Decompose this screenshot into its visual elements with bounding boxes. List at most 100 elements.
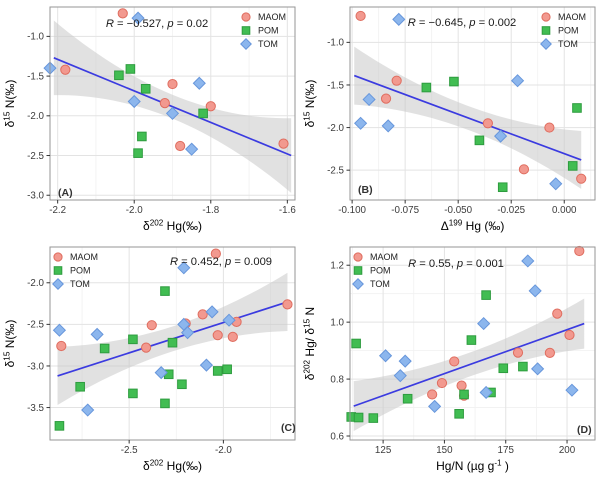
scatter-point bbox=[128, 334, 138, 345]
panel-border bbox=[349, 6, 596, 201]
scatter-point bbox=[205, 101, 216, 112]
scatter-point bbox=[497, 182, 508, 193]
scatter-point bbox=[54, 421, 65, 431]
legend-label: MAOM bbox=[70, 252, 98, 262]
x-axis-label: δ202 Hg(‰) bbox=[143, 459, 202, 474]
legend-item-maom: MAOM bbox=[241, 12, 286, 22]
series-pom bbox=[421, 76, 582, 193]
y-tick-label: -2.0 bbox=[27, 278, 44, 289]
legend-label: POM bbox=[558, 26, 579, 36]
scatter-point bbox=[146, 320, 157, 331]
scatter-point bbox=[90, 327, 104, 341]
scatter-point bbox=[175, 140, 186, 152]
scatter-point bbox=[282, 299, 293, 310]
x-tick-label: -0.050 bbox=[444, 205, 472, 216]
y-axis-label: δ202 Hg/ δ15 N bbox=[303, 307, 318, 380]
y-axis-label: δ15 N(‰) bbox=[3, 320, 18, 368]
scatter-point bbox=[518, 164, 530, 175]
scatter-point bbox=[459, 389, 469, 400]
scatter-point bbox=[481, 290, 491, 300]
scatter-point bbox=[81, 403, 95, 417]
axis-ticks: -2.5 -2.0 -2.0 -2.5 -3.0 -3.5 bbox=[27, 278, 232, 456]
scatter-point bbox=[567, 161, 578, 171]
scatter-point bbox=[140, 84, 151, 94]
panel-c-chart: -2.5 -2.0 -2.0 -2.5 -3.0 -3.5 δ202 Hg(‰) δ15 N(… bbox=[3, 246, 296, 474]
scatter-point bbox=[165, 106, 180, 121]
scatter-point bbox=[52, 278, 64, 290]
scatter-point bbox=[199, 358, 214, 372]
scatter-point bbox=[381, 119, 395, 133]
scatter-point bbox=[160, 286, 170, 296]
legend-item-pom: POM bbox=[353, 266, 391, 276]
scatter-point bbox=[512, 347, 524, 358]
scatter-point bbox=[205, 305, 219, 319]
legend-item-pom: POM bbox=[53, 266, 91, 276]
scatter-point bbox=[521, 254, 535, 268]
scatter-point bbox=[185, 142, 199, 156]
x-tick-label: -1.8 bbox=[202, 205, 219, 216]
series-tom bbox=[378, 254, 579, 414]
scatter-point bbox=[355, 10, 366, 22]
scatter-point bbox=[52, 323, 67, 337]
y-tick-label: -1.0 bbox=[27, 32, 44, 43]
scatter-point bbox=[167, 337, 178, 348]
series-maom bbox=[60, 8, 289, 152]
scatter-point bbox=[428, 399, 442, 414]
y-tick-label: -3.0 bbox=[27, 191, 44, 202]
y-tick-label: -2.5 bbox=[27, 151, 44, 162]
x-tick-label: -2.0 bbox=[215, 445, 232, 456]
x-tick-label: 200 bbox=[559, 445, 576, 456]
panel-tag: (A) bbox=[58, 187, 73, 199]
scatter-point bbox=[572, 103, 582, 113]
scatter-point bbox=[541, 12, 551, 22]
scatter-point bbox=[353, 252, 363, 262]
panel-border bbox=[349, 246, 596, 441]
scatter-point bbox=[544, 122, 555, 133]
legend-label: TOM bbox=[370, 279, 390, 289]
series-maom bbox=[355, 10, 587, 184]
y-axis-label: δ15 N(‰) bbox=[3, 80, 18, 128]
scatter-point bbox=[541, 26, 551, 35]
y-tick-label: -1.0 bbox=[327, 38, 344, 49]
scatter-point bbox=[159, 98, 170, 109]
y-tick-label: -2.5 bbox=[327, 165, 344, 176]
legend-label: POM bbox=[258, 26, 279, 36]
panel-tag: (B) bbox=[358, 184, 373, 196]
x-tick-label: -1.6 bbox=[279, 205, 296, 216]
y-tick-label: -1.5 bbox=[327, 80, 344, 91]
scatter-point bbox=[127, 94, 141, 109]
scatter-point bbox=[240, 38, 252, 50]
scatter-point bbox=[436, 377, 448, 389]
scatter-point bbox=[552, 308, 563, 319]
y-tick-label: -3.5 bbox=[27, 403, 44, 414]
scatter-point bbox=[494, 129, 508, 143]
scatter-point bbox=[564, 329, 575, 341]
legend-item-maom: MAOM bbox=[53, 252, 98, 262]
scatter-point bbox=[528, 284, 542, 298]
legend: MAOM POM TOM bbox=[352, 252, 398, 290]
x-axis-label: δ202 Hg(‰) bbox=[143, 219, 202, 234]
regression-line bbox=[353, 74, 582, 161]
scatter-point bbox=[368, 413, 379, 423]
scatter-point bbox=[137, 131, 147, 142]
y-tick-label: -1.5 bbox=[27, 71, 44, 82]
scatter-point bbox=[141, 342, 152, 353]
scatter-point bbox=[192, 76, 206, 90]
scatter-point bbox=[498, 363, 509, 374]
scatter-point bbox=[198, 108, 208, 119]
correlation-annotation: R = −0.527, p = 0.02 bbox=[106, 18, 208, 30]
legend-item-tom: TOM bbox=[352, 278, 390, 290]
scatter-point bbox=[210, 248, 221, 259]
scatter-point bbox=[393, 369, 407, 383]
scatter-point bbox=[212, 330, 223, 341]
scatter-point bbox=[402, 393, 413, 404]
x-tick-label: 0.000 bbox=[552, 205, 577, 216]
y-tick-label: 1.2 bbox=[330, 261, 344, 272]
scatter-point bbox=[454, 409, 464, 419]
panel-b-chart: -0.100 -0.075 -0.050 -0.025 0.000 -1.0 -1.5 -2.… bbox=[303, 6, 596, 233]
legend-label: TOM bbox=[70, 279, 90, 289]
scatter-point bbox=[222, 313, 236, 327]
series-tom bbox=[52, 261, 236, 417]
scatter-point bbox=[391, 75, 402, 86]
